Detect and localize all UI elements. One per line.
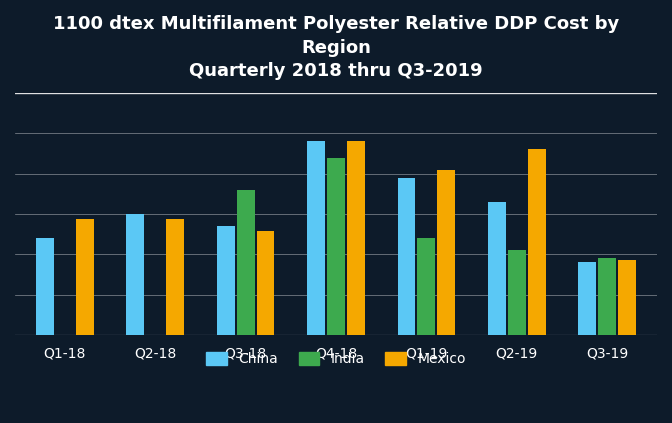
Legend: China, India, Mexico: China, India, Mexico: [200, 347, 472, 372]
Bar: [327, 158, 345, 423]
Bar: [437, 170, 455, 423]
Bar: [307, 141, 325, 423]
Bar: [417, 238, 435, 423]
Bar: [76, 219, 93, 423]
Bar: [618, 260, 636, 423]
Bar: [257, 231, 274, 423]
Title: 1100 dtex Multifilament Polyester Relative DDP Cost by
Region
Quarterly 2018 thr: 1100 dtex Multifilament Polyester Relati…: [53, 15, 619, 80]
Bar: [528, 148, 546, 423]
Bar: [126, 214, 144, 423]
Bar: [347, 141, 365, 423]
Bar: [166, 219, 184, 423]
Bar: [36, 238, 54, 423]
Bar: [217, 226, 235, 423]
Bar: [398, 178, 415, 423]
Bar: [579, 263, 596, 423]
Bar: [598, 258, 616, 423]
Bar: [488, 202, 506, 423]
Bar: [237, 190, 255, 423]
Bar: [508, 250, 526, 423]
